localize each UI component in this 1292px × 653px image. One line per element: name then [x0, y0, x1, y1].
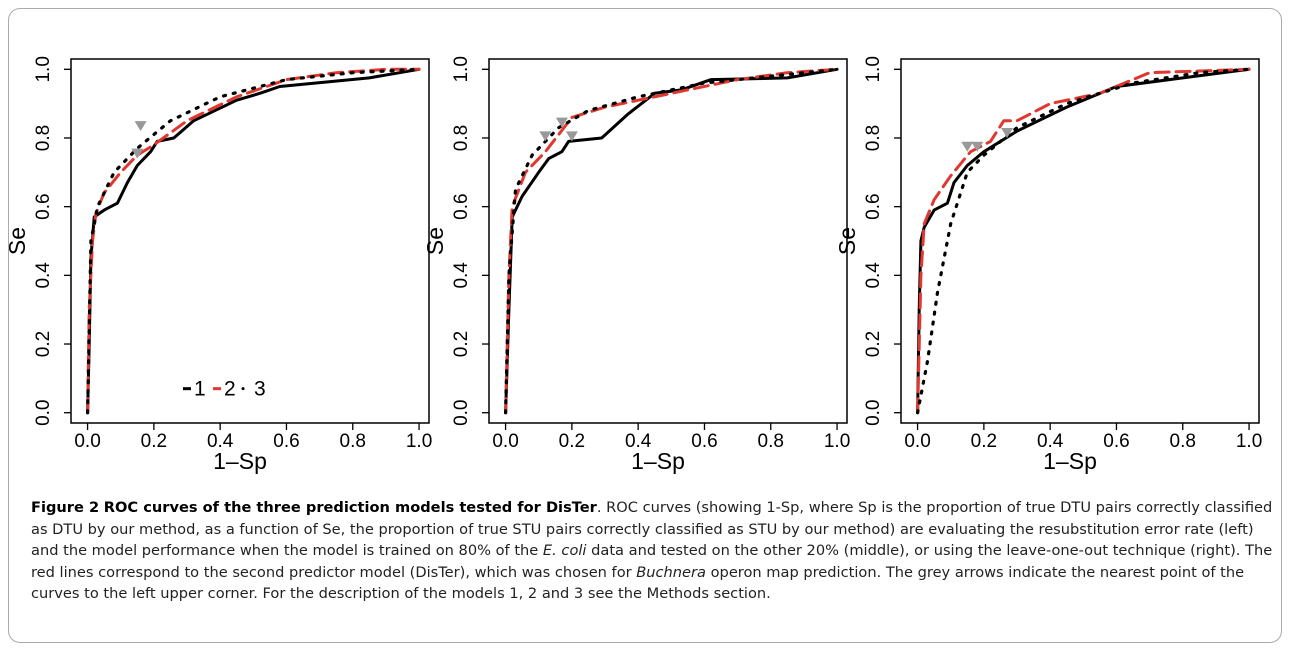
x-axis-label: 1–Sp	[631, 448, 685, 474]
y-tick-label: 0.2	[863, 331, 884, 357]
y-axis-label: Se	[422, 227, 448, 255]
chart: 0.0 0.2 0.4 0.6 0.8 1.0 0.0 0.2 0.4 0.6 0.8 1.0 1–Sp…	[834, 56, 1262, 474]
y-tick-label: 0.0	[863, 399, 884, 425]
x-tick-label: 0.8	[758, 431, 784, 452]
x-tick-label: 0.2	[141, 431, 167, 452]
y-tick-label: 0.0	[33, 399, 54, 425]
x-tick-label: 1.0	[1236, 431, 1262, 452]
y-tick-label: 0.2	[451, 331, 472, 357]
charts: 0.0 0.2 0.4 0.6 0.8 1.0 0.0 0.2 0.4 0.6 0.8 1.0 1–Sp…	[8, 56, 1262, 474]
x-tick-label: 0.4	[1037, 431, 1064, 452]
roc-curve	[916, 67, 1251, 415]
x-tick-label: 1.0	[824, 431, 850, 452]
optimal-point-arrow	[555, 117, 568, 128]
plot-frame	[900, 58, 1260, 424]
x-tick-label: 0.4	[625, 431, 652, 452]
y-tick-label: 0.4	[33, 262, 54, 289]
plot-frame	[488, 58, 848, 424]
y-tick-label: 0.4	[863, 262, 884, 289]
x-axis-label: 1–Sp	[1043, 448, 1097, 474]
roc-curve	[916, 67, 1251, 415]
y-tick-label: 0.4	[451, 262, 472, 289]
x-tick-label: 0.8	[340, 431, 366, 452]
y-tick-label: 0.6	[451, 193, 472, 219]
caption-label: Figure 2	[31, 499, 100, 516]
chart: 0.0 0.2 0.4 0.6 0.8 1.0 0.0 0.2 0.4 0.6 0.8 1.0 1–Sp…	[8, 56, 432, 474]
y-tick-label: 0.6	[33, 193, 54, 219]
caption-text: data and tested on the other 20% (middle…	[31, 542, 1273, 581]
y-tick-label: 0.6	[863, 193, 884, 219]
y-axis-label: Se	[834, 227, 860, 255]
caption-text: E. coli	[542, 542, 587, 559]
roc-curve	[504, 67, 839, 415]
x-tick-label: 0.8	[1170, 431, 1196, 452]
y-tick-label: 0.8	[451, 125, 472, 151]
y-tick-label: 0.8	[33, 125, 54, 151]
caption-title: ROC curves of the three prediction model…	[103, 499, 597, 516]
optimal-point-arrow	[131, 148, 144, 159]
legend-label: 2	[224, 378, 236, 401]
x-tick-label: 0.4	[207, 431, 234, 452]
x-tick-label: 0.6	[691, 431, 717, 452]
roc-curve	[86, 67, 421, 415]
caption-text: . ROC curves (showing 1-Sp, where Sp is …	[31, 499, 1273, 559]
y-tick-label: 1.0	[33, 56, 54, 82]
x-tick-label: 0.0	[492, 431, 518, 452]
x-tick-label: 0.6	[1103, 431, 1129, 452]
x-axis-label: 1–Sp	[213, 448, 267, 474]
chart: 0.0 0.2 0.4 0.6 0.8 1.0 0.0 0.2 0.4 0.6 0.8 1.0 1–Sp…	[422, 56, 850, 474]
x-tick-label: 0.0	[74, 431, 100, 452]
caption-text: operon map prediction. The grey arrows i…	[31, 563, 1245, 603]
optimal-point-arrow	[134, 121, 147, 132]
optimal-point-arrow	[565, 131, 578, 142]
roc-curve	[504, 67, 839, 415]
x-tick-label: 1.0	[406, 431, 432, 452]
x-tick-label: 0.0	[904, 431, 930, 452]
optimal-point-arrow	[961, 141, 974, 152]
y-tick-label: 0.0	[451, 399, 472, 425]
optimal-point-arrow	[539, 131, 552, 142]
plot-frame	[70, 58, 430, 424]
roc-curve	[504, 67, 839, 415]
y-tick-label: 0.8	[863, 125, 884, 151]
y-tick-label: 0.2	[33, 331, 54, 357]
roc-curve	[86, 67, 421, 415]
y-tick-label: 1.0	[863, 56, 884, 82]
figure-frame: 0.0 0.2 0.4 0.6 0.8 1.0 0.0 0.2 0.4 0.6 0.8 1.0 1–Sp…	[8, 8, 1282, 643]
caption-text: Buchnera	[636, 563, 706, 581]
optimal-point-arrow	[971, 141, 984, 152]
roc-curve	[86, 67, 421, 415]
legend-label: 3	[254, 378, 266, 401]
optimal-point-arrow	[1001, 127, 1014, 138]
legend-label: 1	[194, 378, 206, 401]
x-tick-label: 0.2	[559, 431, 585, 452]
x-tick-label: 0.6	[273, 431, 299, 452]
y-tick-label: 1.0	[451, 56, 472, 82]
roc-curve	[916, 67, 1251, 415]
caption: Figure 2 ROC curves of the three predict…	[31, 497, 1281, 605]
y-axis-label: Se	[8, 227, 30, 255]
x-tick-label: 0.2	[971, 431, 997, 452]
